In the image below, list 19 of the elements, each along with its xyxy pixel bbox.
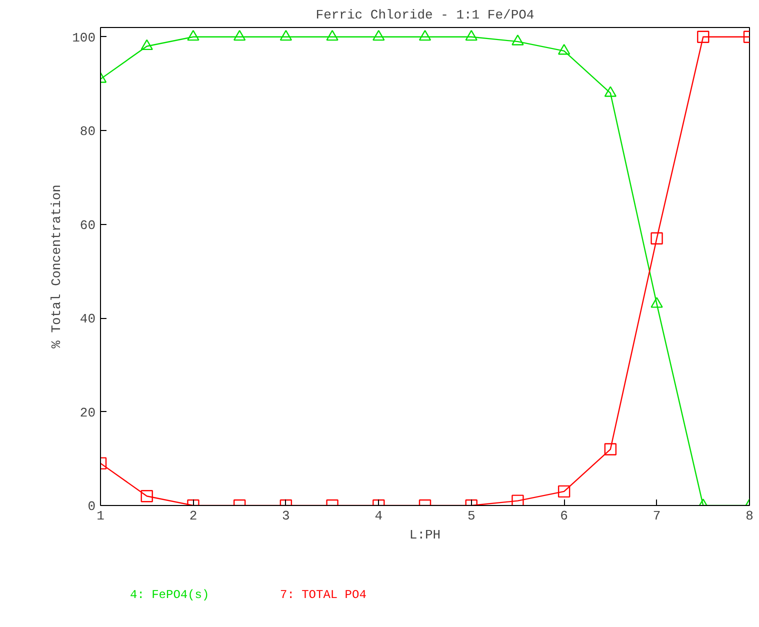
x-tick-label: 7: [652, 508, 661, 524]
text: 4: FePO4(s): [130, 588, 210, 602]
y-tick-label: 100: [72, 30, 96, 46]
y-tick-label: 40: [80, 312, 96, 327]
y-tick-label: 60: [80, 218, 96, 233]
x-tick-label: 8: [746, 508, 754, 524]
y-tick-label: 80: [80, 124, 96, 140]
y-tick-label: 20: [80, 405, 96, 420]
x-axis-title: L:PH: [409, 528, 441, 542]
x-tick-label: 5: [467, 508, 476, 524]
chart-title: Ferric Chloride - 1:1 Fe/PO4: [316, 8, 534, 22]
x-tick-label: 2: [189, 508, 198, 524]
x-tick-label: 4: [374, 508, 383, 524]
x-tick-label: 6: [560, 508, 568, 524]
y-axis-title: % Total Concentration: [49, 184, 64, 348]
y-tick-label: 0: [88, 499, 96, 514]
text: 7: TOTAL PO4: [280, 588, 366, 602]
x-tick-label: 1: [96, 508, 105, 524]
x-tick-label: 3: [282, 508, 290, 524]
